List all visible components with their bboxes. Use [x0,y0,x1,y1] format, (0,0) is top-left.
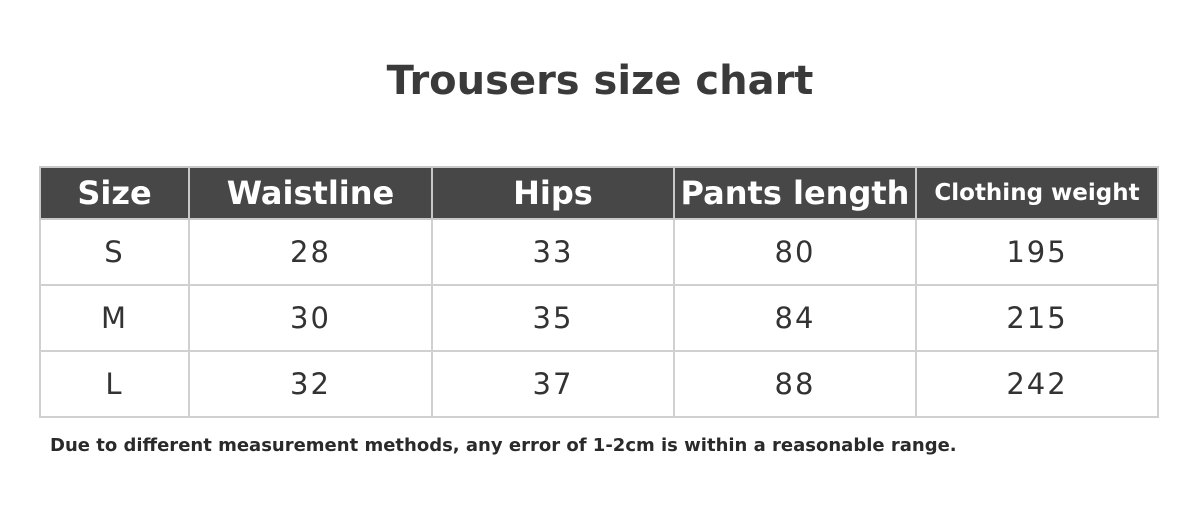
cell: 30 [188,284,433,352]
page-title: Trousers size chart [386,58,814,104]
cell: 80 [673,218,917,286]
table-row: M 30 35 84 215 [39,284,1159,352]
cell: 33 [431,218,675,286]
cell: 88 [673,350,917,418]
cell: 32 [188,350,433,418]
cell: M [39,284,190,352]
header-hips: Hips [431,166,675,220]
measurement-note: Due to different measurement methods, an… [50,435,957,456]
cell: 84 [673,284,917,352]
header-waistline: Waistline [188,166,433,220]
header-clothing-weight: Clothing weight [915,166,1159,220]
table-header-row: Size Waistline Hips Pants length Clothin… [39,166,1159,220]
cell: L [39,350,190,418]
cell: S [39,218,190,286]
table-row: S 28 33 80 195 [39,218,1159,286]
header-pants-length: Pants length [673,166,917,220]
cell: 37 [431,350,675,418]
size-table: Size Waistline Hips Pants length Clothin… [39,166,1159,418]
cell: 28 [188,218,433,286]
header-size: Size [39,166,190,220]
table-row: L 32 37 88 242 [39,350,1159,418]
cell: 35 [431,284,675,352]
cell: 215 [915,284,1159,352]
cell: 242 [915,350,1159,418]
cell: 195 [915,218,1159,286]
